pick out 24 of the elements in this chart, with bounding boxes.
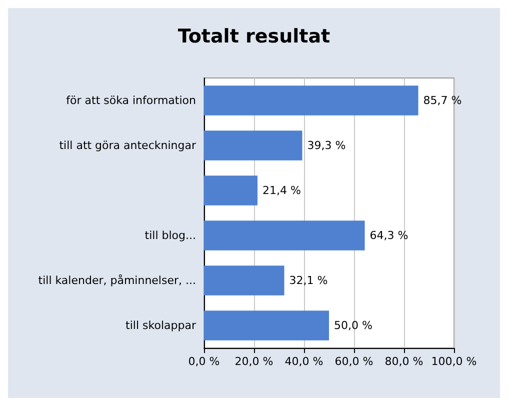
data-label: 39,3 % [307, 139, 346, 152]
bar [204, 220, 365, 250]
data-label: 32,1 % [289, 274, 328, 287]
x-tick-label: 40,0 % [284, 355, 324, 368]
x-tick-label: 80,0 % [384, 355, 424, 368]
data-label: 21,4 % [262, 184, 301, 197]
x-tick-label: 0,0 % [188, 355, 220, 368]
bar [204, 86, 418, 116]
bar [204, 266, 284, 296]
x-tick-label: 100,0 % [431, 355, 477, 368]
y-tick-label: för att söka information [66, 94, 196, 107]
x-tick-label: 60,0 % [334, 355, 374, 368]
data-label: 64,3 % [370, 229, 408, 242]
bar [204, 310, 329, 340]
x-tick-label: 20,0 % [234, 355, 274, 368]
data-label: 50,0 % [334, 319, 372, 332]
y-tick-label: till att göra anteckningar [59, 139, 196, 152]
y-tick-label: till blog... [144, 229, 196, 242]
y-tick-label: till kalender, påminnelser, ... [38, 274, 196, 287]
bar [204, 130, 302, 160]
data-label: 85,7 % [423, 94, 462, 107]
y-tick-label: till skolappar [126, 319, 196, 332]
chart-title: Totalt resultat [178, 26, 330, 48]
bar [204, 176, 258, 206]
